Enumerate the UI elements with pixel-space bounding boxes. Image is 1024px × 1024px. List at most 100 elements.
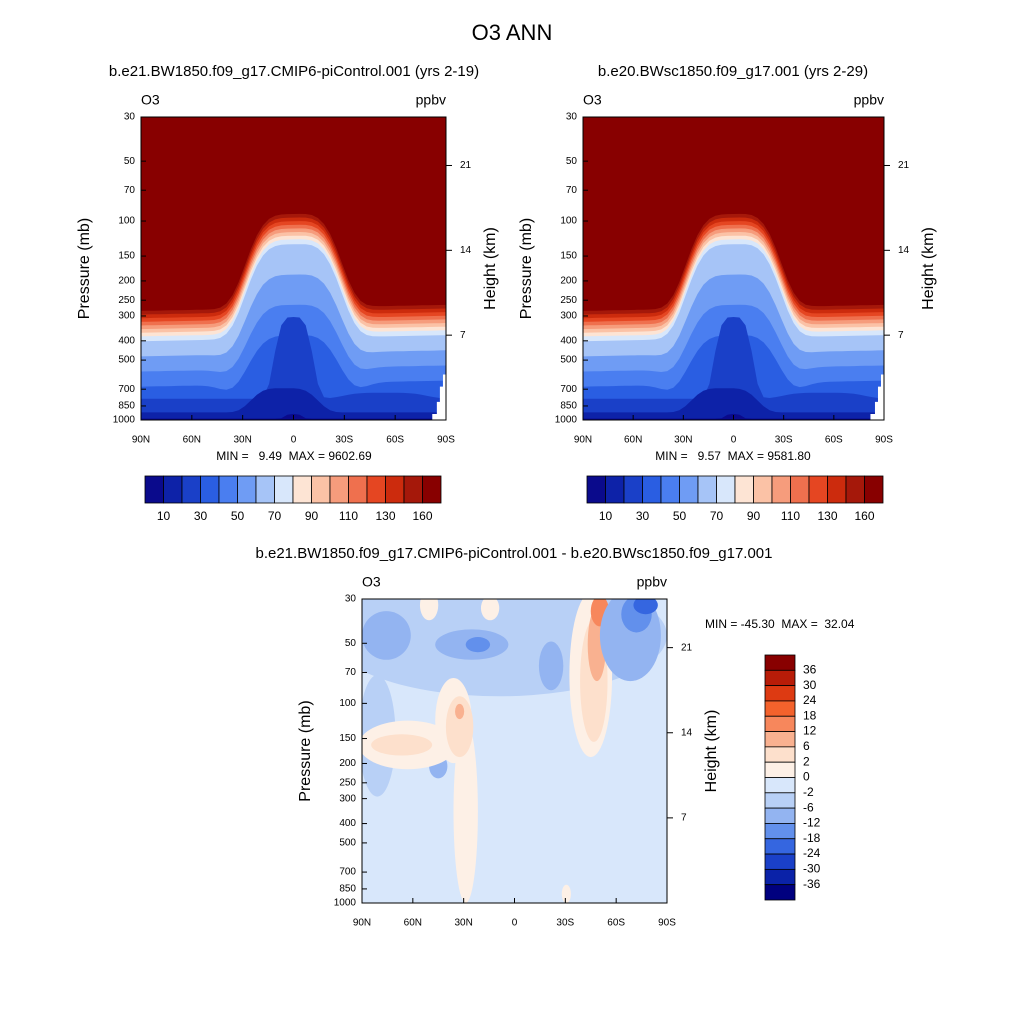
y-tick-label: 400 bbox=[339, 818, 356, 829]
panel-title: b.e21.BW1850.f09_g17.CMIP6-piControl.001… bbox=[109, 63, 479, 80]
colorbar-label: 18 bbox=[803, 708, 817, 722]
colorbar-box bbox=[845, 475, 865, 504]
y-tick-label: 850 bbox=[560, 401, 577, 412]
colorbar-label: -24 bbox=[803, 846, 821, 860]
colorbar-box bbox=[200, 475, 220, 504]
min-max-label: MIN = 9.57 MAX = 9581.80 bbox=[655, 449, 811, 463]
contour-field bbox=[583, 117, 884, 420]
y2-axis-label: Height (km) bbox=[920, 227, 937, 310]
colorbar-label: -36 bbox=[803, 877, 821, 891]
colorbar-box bbox=[771, 475, 791, 504]
y-tick-label: 100 bbox=[560, 216, 577, 227]
colorbar-box bbox=[753, 475, 773, 504]
y2-tick-label: 21 bbox=[898, 160, 910, 171]
x-tick-label: 60N bbox=[404, 918, 422, 929]
contour-fill bbox=[465, 637, 491, 653]
y2-axis-label: Height (km) bbox=[703, 710, 720, 793]
contour-fill bbox=[480, 599, 500, 621]
y2-tick-label: 14 bbox=[898, 245, 910, 256]
colorbar-box bbox=[764, 761, 796, 778]
colorbar-box bbox=[764, 731, 796, 748]
x-tick-label: 30S bbox=[335, 435, 353, 446]
y-tick-label: 50 bbox=[124, 156, 136, 167]
colorbar-box bbox=[764, 685, 796, 702]
y-tick-label: 50 bbox=[566, 156, 578, 167]
y-tick-label: 200 bbox=[560, 276, 577, 287]
colorbar-box bbox=[864, 475, 884, 504]
colorbar-label: -30 bbox=[803, 862, 821, 876]
y-tick-label: 150 bbox=[560, 251, 577, 262]
panel: b.e21.BW1850.f09_g17.CMIP6-piControl.001… bbox=[255, 545, 854, 929]
colorbar-label: -2 bbox=[803, 785, 814, 799]
y-tick-label: 300 bbox=[118, 311, 135, 322]
colorbar-box bbox=[764, 654, 796, 671]
colorbar-box bbox=[237, 475, 257, 504]
y2-tick-label: 21 bbox=[460, 160, 472, 171]
panel: b.e21.BW1850.f09_g17.CMIP6-piControl.001… bbox=[76, 63, 499, 523]
x-tick-label: 90N bbox=[132, 435, 150, 446]
colorbar-box bbox=[181, 475, 201, 504]
y-tick-label: 1000 bbox=[555, 415, 578, 426]
x-tick-label: 60S bbox=[386, 435, 404, 446]
panel: b.e20.BWsc1850.f09_g17.001 (yrs 2-29) O3 p… bbox=[518, 63, 937, 523]
y-tick-label: 70 bbox=[566, 185, 578, 196]
contour-fill bbox=[445, 696, 474, 758]
colorbar-box bbox=[660, 475, 680, 504]
contour-fill bbox=[538, 641, 564, 691]
colorbar-box bbox=[403, 475, 423, 504]
x-tick-label: 0 bbox=[291, 435, 297, 446]
contour-fill bbox=[633, 599, 658, 615]
colorbar-label: 30 bbox=[803, 678, 817, 692]
contour-fill bbox=[453, 720, 478, 903]
x-tick-label: 60S bbox=[607, 918, 625, 929]
colorbar-box bbox=[764, 884, 796, 901]
colorbar-box bbox=[764, 853, 796, 870]
y-tick-label: 850 bbox=[118, 401, 135, 412]
y-tick-label: 300 bbox=[560, 311, 577, 322]
panel-title: b.e20.BWsc1850.f09_g17.001 (yrs 2-29) bbox=[598, 63, 868, 80]
y-tick-label: 850 bbox=[339, 884, 356, 895]
x-tick-label: 60S bbox=[825, 435, 843, 446]
colorbar-box bbox=[623, 475, 643, 504]
colorbar-label: 160 bbox=[412, 509, 432, 523]
x-tick-label: 90N bbox=[574, 435, 592, 446]
x-tick-label: 90S bbox=[437, 435, 455, 446]
contour-fill bbox=[362, 611, 411, 660]
colorbar-box bbox=[764, 838, 796, 855]
y-tick-label: 250 bbox=[560, 295, 577, 306]
x-tick-label: 30N bbox=[674, 435, 692, 446]
y-tick-label: 500 bbox=[339, 838, 356, 849]
x-tick-label: 60N bbox=[183, 435, 201, 446]
figure-title: O3 ANN bbox=[472, 20, 553, 45]
colorbar-box bbox=[605, 475, 625, 504]
colorbar-box bbox=[764, 746, 796, 763]
colorbar-label: 36 bbox=[803, 662, 817, 676]
contour-fill bbox=[419, 599, 439, 621]
colorbar-box bbox=[274, 475, 294, 504]
colorbar-label: 160 bbox=[854, 509, 874, 523]
y-tick-label: 500 bbox=[560, 355, 577, 366]
y2-axis-label: Height (km) bbox=[482, 227, 499, 310]
y-axis-label: Pressure (mb) bbox=[297, 700, 314, 801]
y-tick-label: 150 bbox=[118, 251, 135, 262]
units-label: ppbv bbox=[416, 92, 446, 108]
y-tick-label: 250 bbox=[118, 295, 135, 306]
y2-tick-label: 14 bbox=[681, 727, 693, 738]
contour-field bbox=[141, 117, 446, 420]
colorbar-box bbox=[697, 475, 717, 504]
colorbar-label: -12 bbox=[803, 816, 821, 830]
contour-fill bbox=[371, 734, 433, 756]
x-tick-label: 30N bbox=[454, 918, 472, 929]
units-label: ppbv bbox=[637, 574, 667, 590]
colorbar-label: 30 bbox=[194, 509, 208, 523]
colorbar-label: 12 bbox=[803, 724, 817, 738]
colorbar-box bbox=[764, 792, 796, 809]
colorbar-label: 10 bbox=[599, 509, 613, 523]
colorbar-box bbox=[329, 475, 349, 504]
colorbar-label: 110 bbox=[781, 509, 800, 523]
colorbar-box bbox=[163, 475, 183, 504]
colorbar-label: -6 bbox=[803, 800, 814, 814]
y-tick-label: 30 bbox=[124, 112, 136, 123]
variable-label: O3 bbox=[141, 92, 160, 108]
